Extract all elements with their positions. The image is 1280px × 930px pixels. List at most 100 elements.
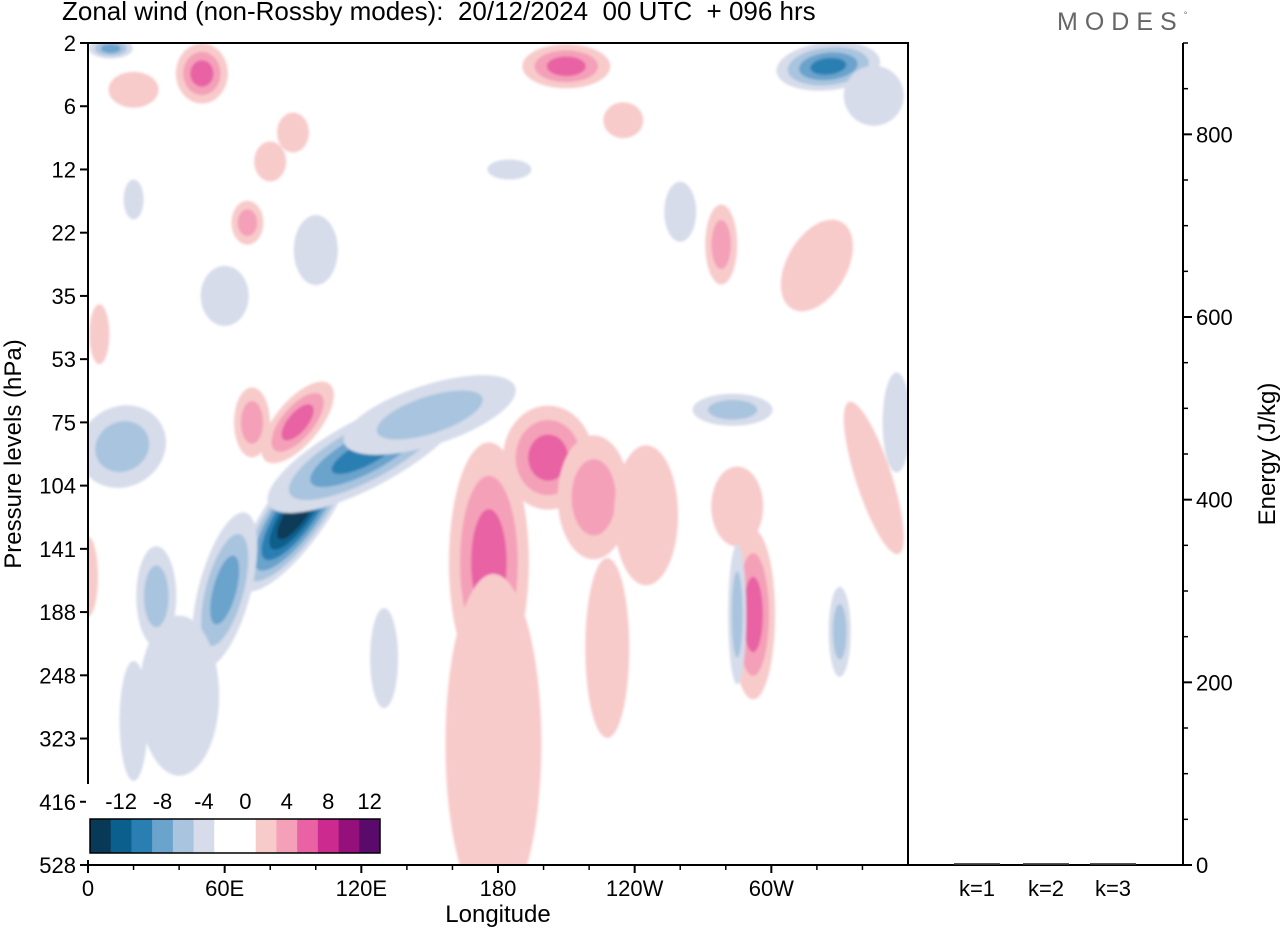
energy-category-label: k=2 bbox=[1028, 876, 1064, 901]
y-tick-label: 104 bbox=[39, 474, 76, 499]
logo-mark: ° bbox=[1183, 10, 1188, 20]
wind-contour bbox=[89, 304, 110, 365]
wind-contour bbox=[743, 576, 763, 653]
wind-contour bbox=[277, 112, 309, 153]
wind-contour bbox=[882, 372, 908, 473]
colorbar-swatch bbox=[152, 819, 174, 853]
x-tick-label: 120E bbox=[336, 876, 387, 901]
colorbar-swatch bbox=[172, 819, 194, 853]
wind-contour bbox=[546, 56, 586, 77]
colorbar-swatch bbox=[255, 819, 277, 853]
wind-contour bbox=[119, 660, 148, 781]
colorbar-label: 0 bbox=[239, 789, 251, 814]
wind-contour bbox=[528, 434, 569, 481]
x-tick-label: 120W bbox=[606, 876, 664, 901]
logo-text: MODES bbox=[1057, 8, 1184, 36]
x-tick-label: 0 bbox=[82, 876, 94, 901]
wind-contour bbox=[731, 571, 743, 658]
wind-contour bbox=[123, 179, 144, 220]
wind-contour bbox=[487, 159, 532, 180]
y-tick-label: 75 bbox=[52, 410, 76, 435]
colorbar-frame bbox=[89, 818, 381, 854]
energy-tick-label: 600 bbox=[1196, 305, 1233, 330]
wind-contour bbox=[108, 71, 159, 108]
energy-tick-label: 0 bbox=[1196, 853, 1208, 878]
colorbar-label: -12 bbox=[105, 789, 137, 814]
y-axis: 2 6 12 22 35 53 75 104 141 188 248 323 416 528 bbox=[39, 31, 88, 878]
wind-contour bbox=[139, 615, 220, 776]
y-tick-label: 416 bbox=[39, 790, 76, 815]
colorbar-label: 8 bbox=[322, 789, 334, 814]
wind-contour bbox=[101, 44, 121, 53]
wind-contour bbox=[711, 219, 731, 270]
y-tick-label: 188 bbox=[39, 600, 76, 625]
y-tick-label: 35 bbox=[52, 284, 76, 309]
energy-tick-label: 200 bbox=[1196, 670, 1233, 695]
colorbar-swatch bbox=[297, 819, 319, 853]
y-tick-label: 141 bbox=[39, 537, 76, 562]
y-tick-label: 248 bbox=[39, 663, 76, 688]
colorbar-swatch bbox=[276, 819, 298, 853]
y-axis-label: Pressure levels (hPa) bbox=[0, 339, 27, 568]
wind-contour bbox=[843, 401, 904, 555]
wind-contour bbox=[200, 265, 249, 326]
energy-tick-label: 800 bbox=[1196, 122, 1233, 147]
colorbar-swatch bbox=[214, 819, 236, 853]
wind-contour bbox=[293, 215, 338, 286]
colorbar-swatch bbox=[317, 819, 339, 853]
colorbar-swatch bbox=[338, 819, 360, 853]
colorbar-swatch bbox=[359, 819, 381, 853]
colorbar-swatch bbox=[235, 819, 257, 853]
wind-contour bbox=[810, 57, 847, 75]
wind-contour bbox=[237, 209, 258, 237]
colorbar-label: -8 bbox=[153, 789, 173, 814]
wind-contour bbox=[603, 102, 644, 139]
wind-contour bbox=[614, 445, 679, 586]
wind-contour bbox=[711, 466, 764, 547]
energy-panel: 0 200 400 600 800 k=1 k=2 k=3 bbox=[954, 42, 1233, 901]
wind-contour bbox=[445, 573, 542, 865]
y-tick-label: 12 bbox=[52, 157, 76, 182]
energy-bar-k3 bbox=[1090, 863, 1136, 865]
y-tick-label: 2 bbox=[64, 31, 76, 56]
energy-bar-k2 bbox=[1023, 863, 1069, 865]
y-tick-label: 22 bbox=[52, 221, 76, 246]
colorbar-swatch bbox=[131, 819, 153, 853]
wind-contour bbox=[832, 604, 847, 660]
colorbar-swatch bbox=[193, 819, 215, 853]
wind-field bbox=[88, 43, 908, 865]
x-axis: 0 60E 120E 180 120W 60W bbox=[82, 865, 864, 901]
y-tick-label: 323 bbox=[39, 727, 76, 752]
modes-logo: MODES° bbox=[1057, 8, 1187, 37]
wind-contour bbox=[240, 400, 264, 444]
wind-contour bbox=[780, 219, 853, 312]
energy-category-label: k=1 bbox=[959, 876, 995, 901]
wind-contour bbox=[708, 400, 758, 420]
wind-contour bbox=[88, 536, 98, 617]
colorbar-label: 4 bbox=[281, 789, 293, 814]
wind-contour bbox=[281, 404, 314, 441]
wind-contour bbox=[95, 421, 150, 473]
colorbar: -12 -8 -4 0 4 8 12 bbox=[86, 784, 384, 860]
colorbar-label: 12 bbox=[357, 789, 381, 814]
colorbar-swatch bbox=[110, 819, 132, 853]
x-tick-label: 180 bbox=[480, 876, 517, 901]
wind-contour bbox=[664, 181, 697, 242]
energy-axis-label: Energy (J/kg) bbox=[1254, 383, 1280, 526]
y-tick-label: 6 bbox=[64, 94, 76, 119]
y-tick-label: 528 bbox=[39, 853, 76, 878]
x-axis-label: Longitude bbox=[445, 901, 550, 928]
x-tick-label: 60W bbox=[749, 876, 794, 901]
wind-contour bbox=[370, 608, 399, 709]
wind-contour bbox=[843, 65, 904, 126]
y-tick-label: 53 bbox=[52, 347, 76, 372]
colorbar-label: -4 bbox=[194, 789, 214, 814]
x-tick-label: 60E bbox=[205, 876, 244, 901]
energy-bar-k1 bbox=[954, 863, 1000, 865]
wind-contour bbox=[571, 459, 616, 536]
chart-title: Zonal wind (non-Rossby modes): 20/12/202… bbox=[62, 0, 816, 26]
wind-contour bbox=[254, 141, 287, 182]
wind-contour bbox=[190, 60, 214, 87]
energy-tick-label: 400 bbox=[1196, 488, 1233, 513]
